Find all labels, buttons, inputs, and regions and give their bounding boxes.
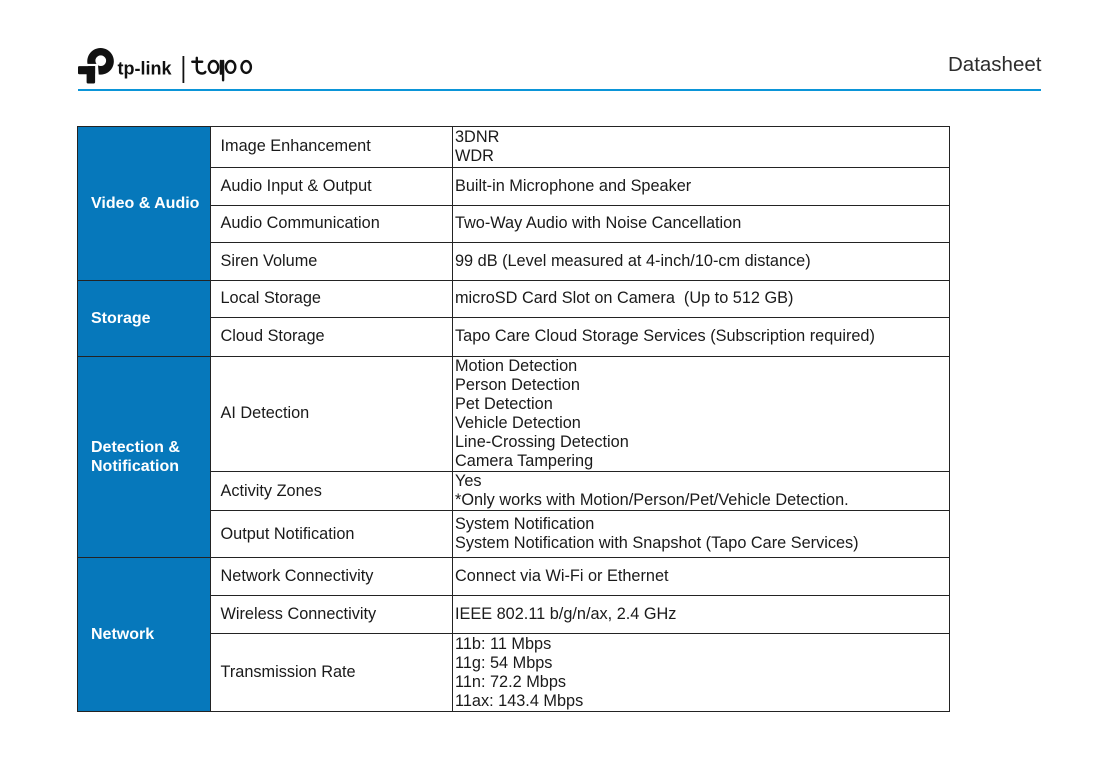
svg-text:tp-link: tp-link [118,58,173,78]
